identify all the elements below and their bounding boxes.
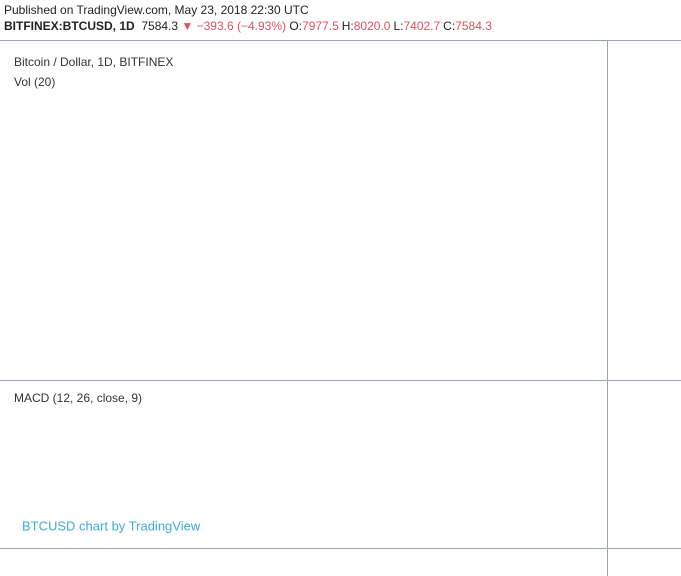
down-arrow-icon: ▼	[181, 19, 194, 33]
last-price: 7584.3	[141, 19, 179, 33]
ohlc-value: 7977.5	[302, 19, 339, 33]
ohlc-key: L:	[393, 19, 404, 33]
published: Published on TradingView.com, May 23, 20…	[4, 3, 309, 17]
quote-line: BITFINEX:BTCUSD, 1D 7584.3 ▼ −393.6 (−4.…	[4, 18, 495, 34]
ohlc-value: 7584.3	[455, 19, 492, 33]
ohlc-key: O:	[289, 19, 303, 33]
background	[0, 40, 681, 576]
ohlc-value: 7402.7	[403, 19, 441, 33]
header: Published on TradingView.com, May 23, 20…	[4, 2, 495, 34]
volume-legend: Vol (20)	[14, 75, 55, 89]
macd-legend: MACD (12, 26, close, 9)	[14, 391, 142, 405]
ohlc-key: H:	[341, 19, 354, 33]
symbol: BITFINEX:BTCUSD, 1D	[4, 19, 135, 33]
ohlc-key: C:	[443, 19, 456, 33]
ohlc-value: 8020.0	[353, 19, 391, 33]
watermark: BTCUSD chart by TradingView	[22, 518, 201, 533]
symbol-legend: Bitcoin / Dollar, 1D, BITFINEX	[14, 55, 173, 69]
change: −393.6 (−4.93%)	[196, 19, 287, 33]
